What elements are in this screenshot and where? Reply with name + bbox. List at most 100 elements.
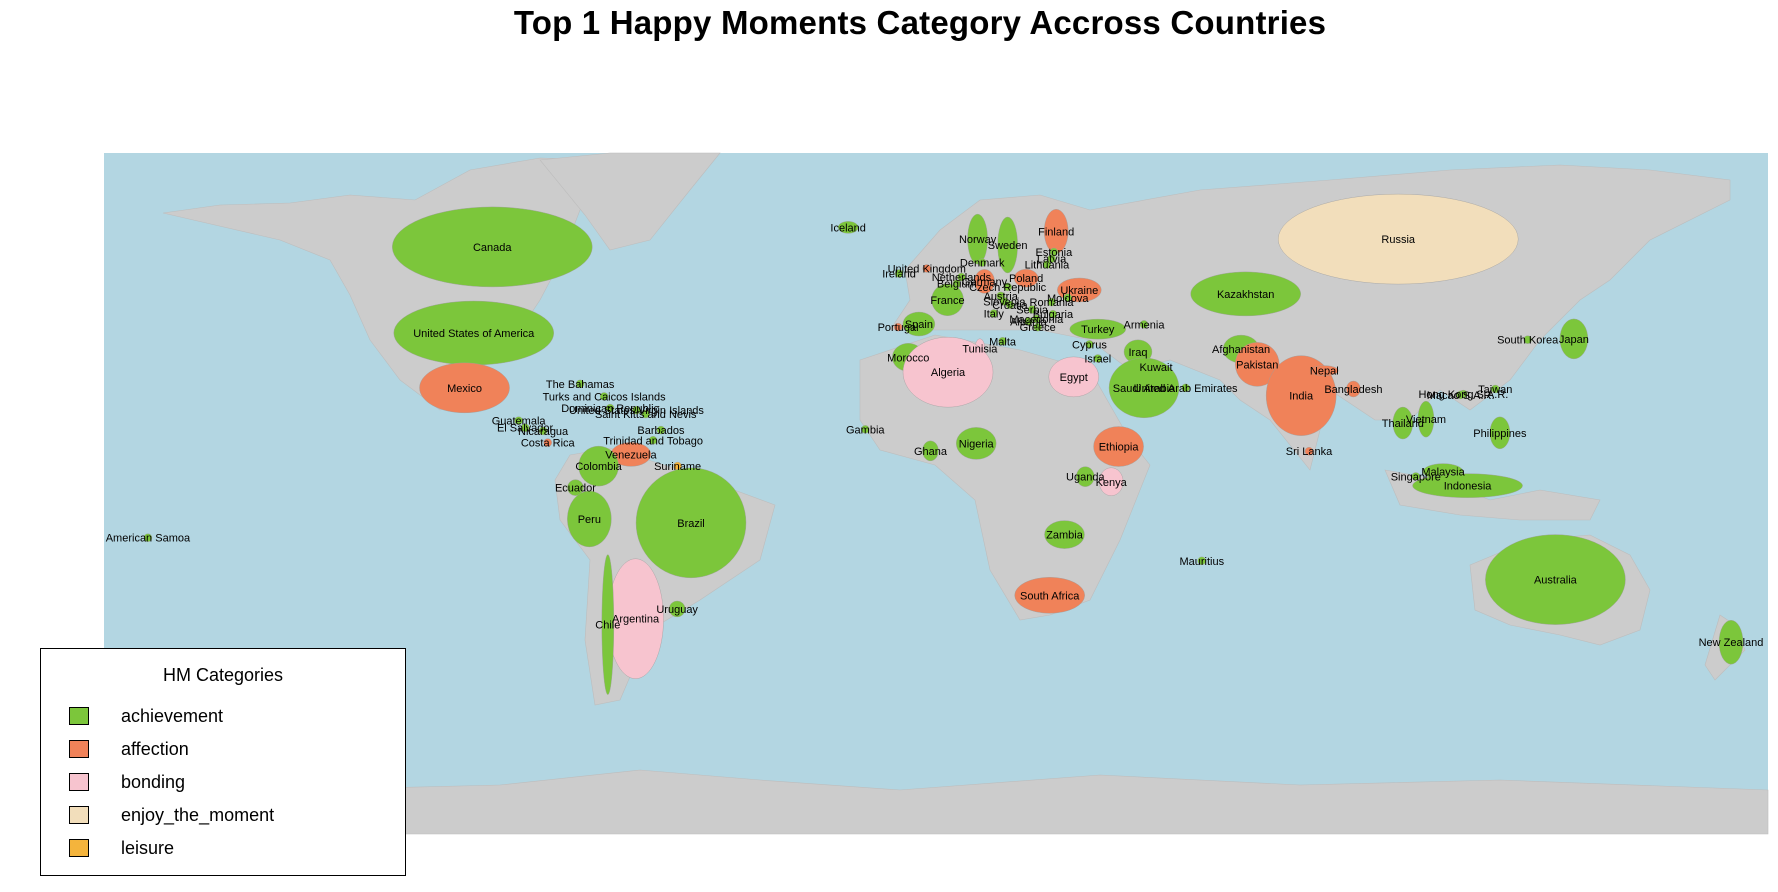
country-region-singapore [1411,472,1420,481]
greenland-landmass [539,152,721,251]
country-label: Saudi Arabia [1113,383,1176,395]
country-region-costa-rica [543,438,552,447]
country-label: Ecuador [555,483,596,495]
country-region-bangladesh [1346,380,1361,398]
country-label: Nigeria [959,438,995,450]
country-label: El Salvador [497,423,554,435]
country-label: Austria [984,291,1019,303]
legend-label: achievement [121,705,224,726]
country-region-denmark [978,258,987,267]
country-labels-layer: Canada United States of America Mexico The … [106,222,1764,649]
country-label: The Bahamas [546,379,615,391]
country-region-australia [1485,534,1626,625]
country-label: Uruguay [656,604,698,616]
country-region-trinidad-and-tobago [648,436,658,445]
country-region-uruguay [668,600,686,618]
country-label: Turkey [1081,324,1115,336]
country-label: Finland [1038,226,1074,238]
country-region-latvia [1047,254,1056,263]
country-label: Nicaragua [518,426,569,438]
country-label: Japan [1559,334,1589,346]
legend-item-bonding: bonding [69,771,185,793]
country-label: Guatemala [492,416,547,428]
country-region-gambia [861,425,870,434]
country-region-armenia [1139,320,1149,329]
country-region-brazil [635,467,747,579]
country-region-bulgaria [1048,310,1058,319]
country-label: New Zealand [1699,637,1764,649]
country-region-france [931,283,964,316]
country-region-ireland [894,269,904,278]
country-label: Mauritius [1179,556,1224,568]
country-region-moldova [1063,293,1072,303]
country-region-mexico [419,362,510,414]
country-label: Slovenia [983,296,1026,308]
country-label: Dominican Republic [561,403,659,415]
country-label: Uganda [1066,472,1105,484]
country-label: Chile [595,620,620,632]
country-label: Ethiopia [1099,442,1140,454]
country-region-uganda [1076,466,1095,487]
country-label: Portugal [878,322,919,334]
country-region-algeria [902,336,994,408]
country-label: Trinidad and Tobago [603,435,703,447]
country-label: Kenya [1096,477,1128,489]
country-region-philippines [1489,416,1511,450]
country-region-turks-and-caicos-islands [599,392,609,401]
country-region-albania [1024,317,1033,326]
country-label: Peru [578,514,601,526]
country-region-sri-lanka [1304,447,1314,456]
country-label: Thailand [1382,418,1424,430]
country-label: United States Virgin Islands [569,405,704,417]
country-label: Suriname [654,461,701,473]
country-region-guatemala [514,416,523,425]
country-region-nicaragua [538,426,548,436]
country-region-south-korea [1523,335,1532,344]
legend-item-affection: affection [69,738,189,760]
legend-swatch-affection [69,740,89,758]
country-region-south-africa [1014,577,1085,614]
country-region-greece [1033,322,1042,332]
country-label: Ghana [914,446,948,458]
country-label: Venezuela [605,449,657,461]
country-label: Czech Republic [969,282,1047,294]
country-label: Taiwan [1478,384,1512,396]
country-region-colombia [578,445,619,487]
country-label: Nepal [1310,366,1339,378]
country-region-peru [567,490,612,548]
country-label: Sri Lanka [1286,446,1333,458]
country-region-croatia [1005,300,1015,310]
landmass-layer [103,152,1769,835]
countries-layer [143,193,1744,695]
country-label: Iceland [830,222,865,234]
country-region-poland [1013,269,1039,288]
country-region-united-arab-emirates [1181,383,1190,393]
legend-swatch-bonding [69,773,89,791]
country-label: Denmark [960,258,1005,270]
country-label: Malta [989,336,1017,348]
country-label: Croatia [992,300,1028,312]
country-label: Tunisia [962,344,998,356]
country-label: Norway [959,234,997,246]
country-label: Philippines [1473,428,1527,440]
country-label: Morocco [887,352,929,364]
country-label: Netherlands [932,272,992,284]
country-region-italy [989,309,998,318]
country-region-kazakhstan [1190,271,1301,317]
legend-label: affection [121,738,189,759]
country-label: Turks and Caicos Islands [543,391,667,403]
country-label: Canada [473,242,512,254]
country-label: Hong Kong S.A.R. [1418,389,1508,401]
country-region-vietnam [1417,400,1435,438]
country-region-portugal [893,322,903,332]
country-label: United Arab Emirates [1134,383,1238,395]
country-label: Estonia [1036,247,1074,259]
legend: HM Categories achievement affection bond… [40,648,406,876]
legend-label: leisure [121,837,175,858]
country-label: Kazakhstan [1217,289,1274,301]
country-region-sweden [997,216,1018,274]
antarctica-landmass [103,769,1769,835]
country-region-romania [1047,297,1056,307]
country-region-united-states-virgin-islands [632,405,641,415]
